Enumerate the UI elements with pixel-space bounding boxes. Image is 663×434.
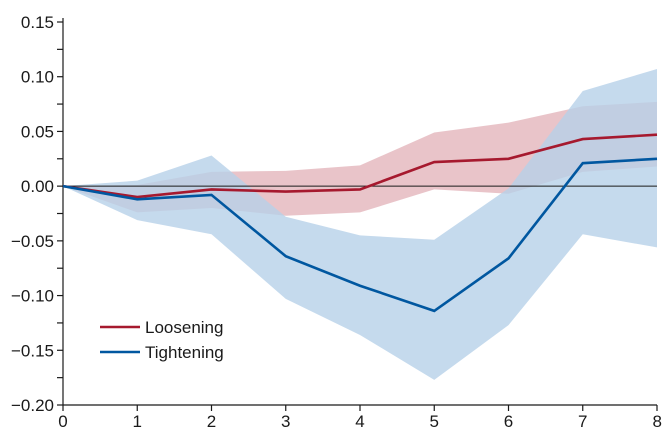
x-tick-label: 4	[355, 412, 364, 431]
x-tick-label: 3	[281, 412, 290, 431]
legend: Loosening Tightening	[100, 318, 224, 362]
x-tick-label: 8	[653, 412, 662, 431]
band-tightening	[63, 69, 657, 380]
confidence-bands	[63, 69, 657, 380]
y-axis-ticks: 0.15 0.10 0.05 0.00 −0.05 −0.10 −0.15 −0.20	[11, 13, 63, 415]
x-tick-label: 0	[58, 412, 67, 431]
y-tick-label: 0.00	[21, 177, 54, 196]
series-lines	[62, 133, 658, 313]
y-tick-label: 0.05	[21, 122, 54, 141]
y-tick-label: 0.15	[21, 13, 54, 32]
x-tick-label: 2	[207, 412, 216, 431]
line-loosening	[62, 133, 658, 199]
x-tick-label: 1	[133, 412, 142, 431]
x-tick-label: 5	[430, 412, 439, 431]
legend-label-loosening: Loosening	[145, 318, 223, 337]
y-tick-label: −0.20	[11, 396, 54, 415]
x-axis-ticks: 0 1 2 3 4 5 6 7 8	[58, 405, 662, 431]
x-tick-label: 6	[504, 412, 513, 431]
x-tick-label: 7	[578, 412, 587, 431]
line-tightening	[62, 157, 658, 313]
y-tick-label: −0.10	[11, 287, 54, 306]
y-tick-label: −0.05	[11, 232, 54, 251]
y-tick-label: 0.10	[21, 68, 54, 87]
y-tick-label: −0.15	[11, 341, 54, 360]
legend-label-tightening: Tightening	[145, 343, 224, 362]
